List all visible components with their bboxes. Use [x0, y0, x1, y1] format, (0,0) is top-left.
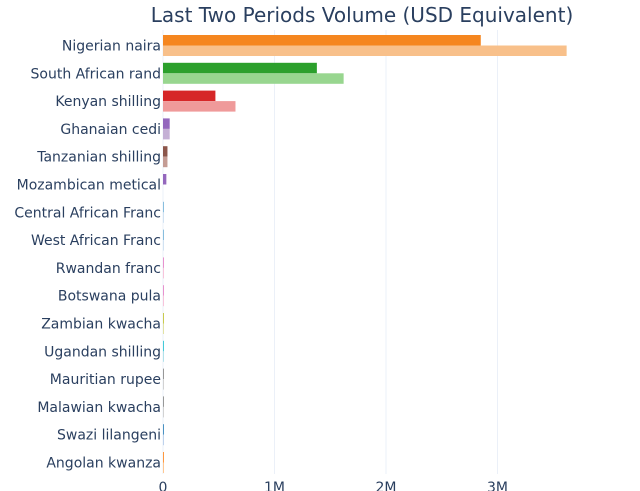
bar-6-series-1 [163, 212, 164, 223]
bar-15-series-1 [163, 462, 164, 473]
bar-11-series-0 [163, 340, 164, 352]
bar-8-series-1 [163, 267, 164, 279]
bar-4-series-1 [163, 156, 168, 168]
bar-8-series-0 [163, 257, 164, 268]
category-label-3: Ghanaian cedi [60, 122, 161, 138]
x-tick-label-3: 3M [487, 480, 508, 491]
category-label-6: Central African Franc [14, 205, 161, 221]
bar-0-series-1 [163, 45, 567, 56]
bar-3-series-1 [163, 128, 170, 140]
bar-14-series-0 [163, 424, 164, 435]
bar-1-series-0 [163, 62, 317, 74]
bar-2-series-1 [163, 101, 236, 112]
bar-5-series-0 [163, 174, 167, 185]
bar-0-series-0 [163, 35, 481, 46]
x-tick-label-1: 1M [264, 480, 285, 491]
x-tick-labels: 0 1M 2M 3M [159, 480, 508, 491]
bar-10-series-1 [163, 323, 164, 334]
category-label-4: Tanzanian shilling [36, 150, 161, 166]
category-label-2: Kenyan shilling [55, 94, 161, 110]
category-label-8: Rwandan franc [56, 261, 161, 277]
category-labels: Nigerian naira South African rand Kenyan s… [14, 39, 161, 472]
bar-12-series-0 [163, 368, 164, 380]
bar-1-series-1 [163, 73, 344, 84]
bar-2-series-0 [163, 90, 216, 102]
bar-4-series-0 [163, 146, 168, 157]
bar-12-series-1 [163, 379, 164, 390]
bar-9-series-1 [163, 295, 164, 307]
bar-3-series-0 [163, 118, 170, 129]
bar-9-series-0 [163, 285, 164, 296]
bar-11-series-1 [163, 351, 164, 362]
category-label-5: Mozambican metical [17, 178, 161, 194]
category-label-9: Botswana pula [58, 289, 161, 305]
bar-6-series-0 [163, 201, 164, 213]
bar-7-series-0 [163, 229, 164, 241]
category-label-0: Nigerian naira [62, 39, 161, 55]
bar-10-series-0 [163, 313, 164, 324]
category-label-12: Mauritian rupee [50, 372, 161, 388]
category-label-7: West African Franc [31, 233, 161, 249]
category-label-15: Angolan kwanza [46, 456, 161, 472]
bar-13-series-0 [163, 396, 164, 407]
x-tick-label-0: 0 [159, 480, 168, 491]
bar-7-series-1 [163, 240, 164, 251]
bar-13-series-1 [163, 406, 164, 418]
category-label-11: Ugandan shilling [44, 344, 161, 360]
category-label-13: Malawian kwacha [37, 400, 161, 416]
chart-title: Last Two Periods Volume (USD Equivalent) [151, 3, 574, 27]
bar-15-series-0 [163, 452, 164, 463]
bar-layer [163, 35, 567, 473]
category-label-10: Zambian kwacha [41, 317, 161, 333]
category-label-1: South African rand [31, 66, 161, 82]
bar-14-series-1 [163, 434, 164, 446]
x-tick-label-2: 2M [376, 480, 397, 491]
category-label-14: Swazi lilangeni [57, 428, 161, 444]
